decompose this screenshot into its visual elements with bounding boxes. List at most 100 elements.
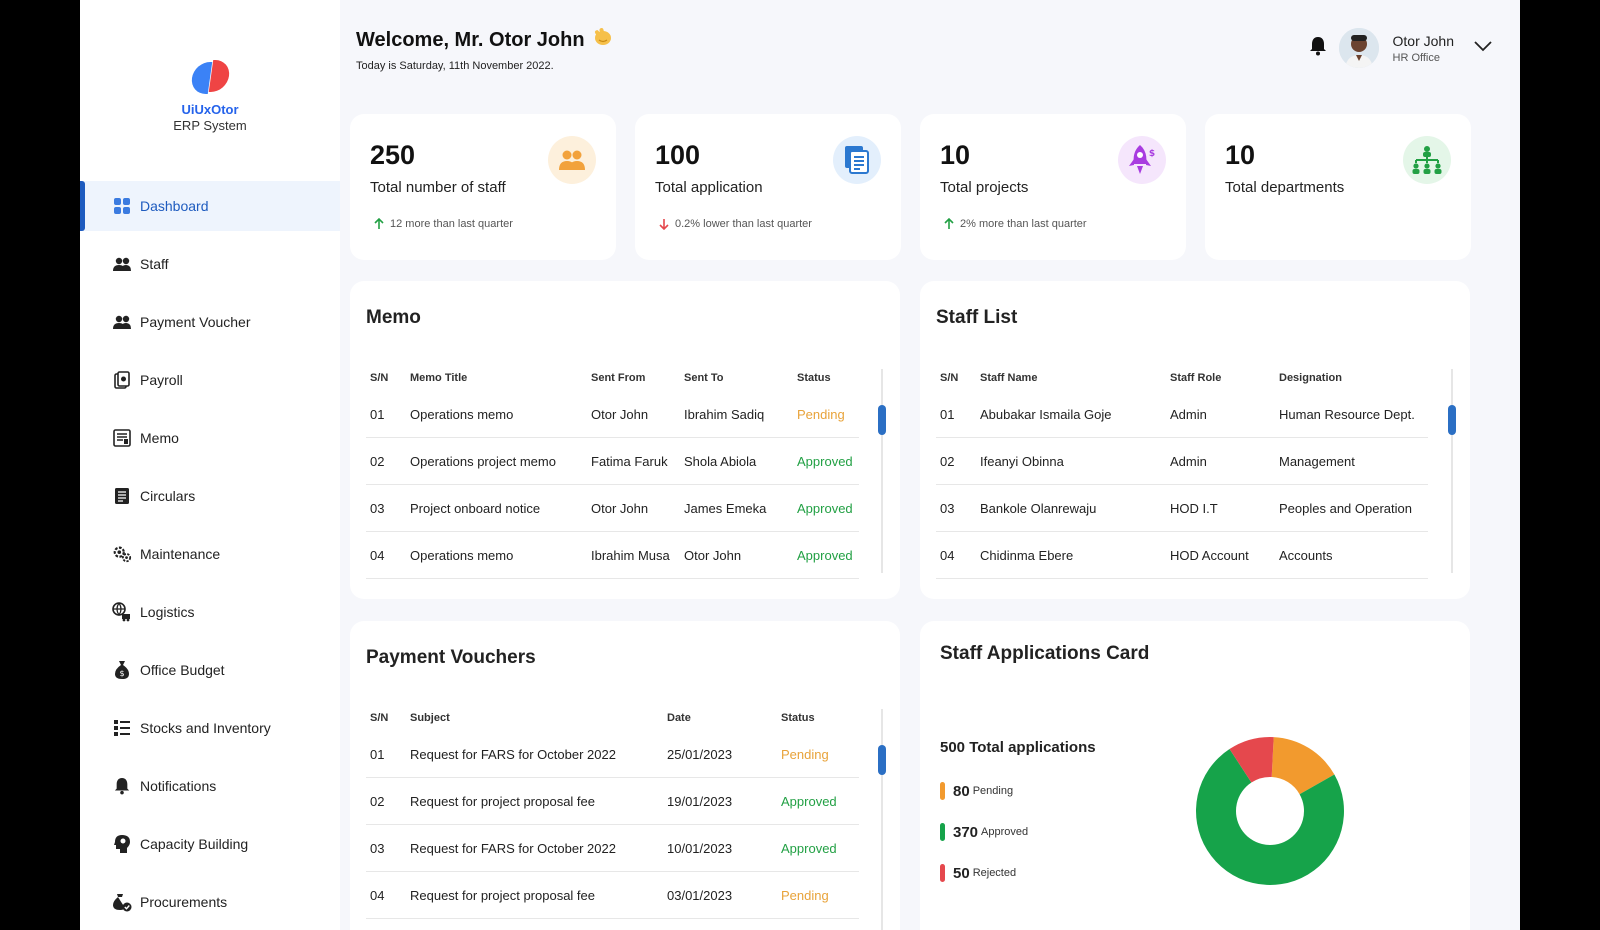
sidebar-item-notifications[interactable]: Notifications — [80, 761, 340, 811]
column-header-subject[interactable]: Subject — [406, 712, 663, 724]
cell-memo-title: Project onboard notice — [406, 501, 587, 516]
cell-staff-name: Chidinma Ebere — [976, 548, 1166, 563]
table-row[interactable]: 04 Operations memo Ibrahim Musa Otor John Ap… — [366, 532, 859, 579]
stat-card-total-projects[interactable]: 10 Total projects $2% more than last qua… — [920, 114, 1186, 260]
sidebar-item-logistics[interactable]: Logistics — [80, 587, 340, 637]
applications-title: Staff Applications Card — [940, 643, 1149, 665]
legend-item-pending: 80 Pending — [940, 782, 1013, 800]
sidebar-item-circulars[interactable]: Circulars — [80, 471, 340, 521]
legend-swatch — [940, 864, 945, 882]
cell-staff-role: HOD I.T — [1166, 501, 1275, 516]
table-row[interactable]: 04 Chidinma Ebere HOD Account Accounts — [936, 532, 1428, 579]
cell-memo-title: Operations memo — [406, 407, 587, 422]
table-row[interactable]: 03 Project onboard notice Otor John James E… — [366, 485, 859, 532]
sidebar-item-label: Capacity Building — [140, 836, 248, 852]
page-title: Welcome, Mr. Otor John — [356, 26, 615, 54]
column-header-s-n[interactable]: S/N — [366, 372, 406, 384]
users-icon — [112, 254, 132, 274]
arrow-up-icon — [374, 218, 384, 230]
cell-s-n: 03 — [366, 841, 406, 856]
stat-card-total-departments[interactable]: 10 Total departments — [1205, 114, 1471, 260]
memo-scroll-thumb[interactable] — [878, 405, 886, 435]
users-icon — [112, 312, 132, 332]
staff-scroll-thumb[interactable] — [1448, 405, 1456, 435]
cell-sent-from: Fatima Faruk — [587, 454, 680, 469]
staff-list-title: Staff List — [936, 307, 1017, 329]
cell-subject: Request for project proposal fee — [406, 794, 663, 809]
column-header-staff-name[interactable]: Staff Name — [976, 372, 1166, 384]
vouchers-scroll-thumb[interactable] — [878, 745, 886, 775]
column-header-status[interactable]: Status — [777, 712, 859, 724]
waving-hand-icon — [591, 26, 615, 54]
stat-card-total-application[interactable]: 100 Total application 0.2% lower than la… — [635, 114, 901, 260]
column-header-designation[interactable]: Designation — [1275, 372, 1428, 384]
sidebar-item-label: Notifications — [140, 778, 216, 794]
table-row[interactable]: 04 Request for project proposal fee 03/01/… — [366, 872, 859, 919]
staff-table: S/N Staff Name Staff Role Designation 01 Abub… — [936, 365, 1428, 579]
cell-s-n: 01 — [366, 407, 406, 422]
column-header-sent-to[interactable]: Sent To — [680, 372, 793, 384]
sidebar-item-office-budget[interactable]: $ Office Budget — [80, 645, 340, 695]
sidebar-item-stocks-and-inventory[interactable]: Stocks and Inventory — [80, 703, 340, 753]
sidebar-item-staff[interactable]: Staff — [80, 239, 340, 289]
sidebar-item-payment-voucher[interactable]: Payment Voucher — [80, 297, 340, 347]
cell-memo-title: Operations memo — [406, 548, 587, 563]
sidebar-item-label: Office Budget — [140, 662, 225, 678]
stat-card-total-number-of-staff[interactable]: 250 Total number of staff 12 more than l… — [350, 114, 616, 260]
chevron-down-icon[interactable] — [1474, 39, 1492, 57]
column-header-s-n[interactable]: S/N — [936, 372, 976, 384]
cell-memo-title: Operations project memo — [406, 454, 587, 469]
avatar[interactable] — [1339, 28, 1379, 68]
cell-date: 19/01/2023 — [663, 794, 777, 809]
vouchers-title: Payment Vouchers — [366, 647, 536, 669]
column-header-date[interactable]: Date — [663, 712, 777, 724]
user-info[interactable]: Otor John HR Office — [1393, 33, 1454, 64]
cell-subject: Request for FARS for October 2022 — [406, 747, 663, 762]
staff-scrollbar[interactable] — [1451, 369, 1453, 573]
sidebar-item-label: Circulars — [140, 488, 195, 504]
sidebar-item-label: Procurements — [140, 894, 227, 910]
cell-staff-name: Abubakar Ismaila Goje — [976, 407, 1166, 422]
projects-trend: 2% more than last quarter — [944, 218, 1087, 230]
cell-sent-from: Otor John — [587, 501, 680, 516]
table-row[interactable]: 01 Abubakar Ismaila Goje Admin Human Resour… — [936, 391, 1428, 438]
column-header-staff-role[interactable]: Staff Role — [1166, 372, 1275, 384]
table-row[interactable]: 03 Request for FARS for October 2022 10/01… — [366, 825, 859, 872]
memo-icon — [112, 428, 132, 448]
table-row[interactable]: 02 Request for project proposal fee 19/01/… — [366, 778, 859, 825]
org-chart-icon — [1403, 136, 1451, 184]
list-icon — [112, 718, 132, 738]
column-header-s-n[interactable]: S/N — [366, 712, 406, 724]
sidebar-item-procurements[interactable]: Procurements — [80, 877, 340, 927]
status-badge: Approved — [777, 841, 859, 856]
cell-s-n: 04 — [366, 548, 406, 563]
sidebar: UiUxOtor ERP System Dashboard Staff Paymen… — [80, 0, 340, 930]
table-row[interactable]: 02 Ifeanyi Obinna Admin Management — [936, 438, 1428, 485]
sidebar-item-dashboard[interactable]: Dashboard — [80, 181, 340, 231]
svg-text:$: $ — [119, 669, 124, 678]
sidebar-item-memo[interactable]: Memo — [80, 413, 340, 463]
column-header-status[interactable]: Status — [793, 372, 859, 384]
trend-text: 0.2% lower than last quarter — [675, 218, 812, 230]
column-header-memo-title[interactable]: Memo Title — [406, 372, 587, 384]
document-icon — [112, 486, 132, 506]
cell-designation: Management — [1275, 454, 1428, 469]
sidebar-item-payroll[interactable]: Payroll — [80, 355, 340, 405]
cell-sent-from: Otor John — [587, 407, 680, 422]
cell-s-n: 03 — [936, 501, 976, 516]
sidebar-item-capacity-building[interactable]: Capacity Building — [80, 819, 340, 869]
table-header: S/N Memo Title Sent From Sent To Status — [366, 365, 859, 391]
brand-logo[interactable]: UiUxOtor ERP System — [80, 60, 340, 133]
column-header-sent-from[interactable]: Sent From — [587, 372, 680, 384]
table-row[interactable]: 03 Bankole Olanrewaju HOD I.T Peoples and O… — [936, 485, 1428, 532]
notification-bell-icon[interactable] — [1309, 36, 1327, 61]
vouchers-scrollbar[interactable] — [881, 709, 883, 930]
table-row[interactable]: 02 Operations project memo Fatima Faruk Sho… — [366, 438, 859, 485]
table-row[interactable]: 01 Request for FARS for October 2022 25/01… — [366, 731, 859, 778]
memo-scrollbar[interactable] — [881, 369, 883, 573]
status-badge: Approved — [793, 454, 859, 469]
table-row[interactable]: 01 Operations memo Otor John Ibrahim Sadiq P… — [366, 391, 859, 438]
logo-icon — [192, 60, 228, 96]
sidebar-item-maintenance[interactable]: Maintenance — [80, 529, 340, 579]
cell-designation: Peoples and Operation — [1275, 501, 1428, 516]
